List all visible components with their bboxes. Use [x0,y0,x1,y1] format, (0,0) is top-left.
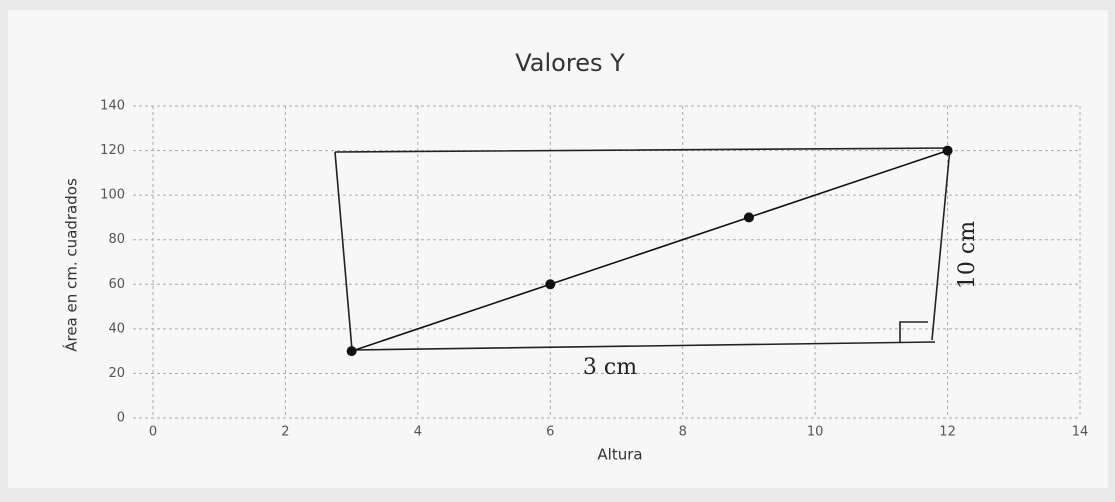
annotation: 3 cm [583,355,637,380]
paper [8,10,1108,488]
y-tick-label: 0 [117,411,125,426]
y-tick-label: 140 [100,99,125,114]
x-tick-label: 6 [546,425,554,440]
data-point [943,146,953,156]
chart: Valores Y Altura Área en cm. cuadrados 3… [0,0,1115,502]
annotation: 10 cm [955,221,980,289]
chart-title: Valores Y [515,49,625,77]
y-tick-label: 20 [108,366,125,381]
y-tick-label: 120 [100,143,125,158]
y-tick-label: 60 [108,277,125,292]
x-tick-label: 12 [939,425,956,440]
x-tick-label: 4 [414,425,422,440]
x-axis-label: Altura [597,446,642,464]
y-axis-label: Área en cm. cuadrados [62,178,81,352]
data-point [347,346,357,356]
x-tick-label: 2 [281,425,289,440]
x-tick-label: 14 [1072,425,1089,440]
x-tick-label: 10 [807,425,824,440]
y-tick-label: 100 [100,188,125,203]
y-tick-label: 40 [108,321,125,336]
y-tick-label: 80 [108,232,125,247]
x-tick-label: 0 [149,425,157,440]
x-tick-label: 8 [679,425,687,440]
data-point [744,212,754,222]
data-point [545,279,555,289]
